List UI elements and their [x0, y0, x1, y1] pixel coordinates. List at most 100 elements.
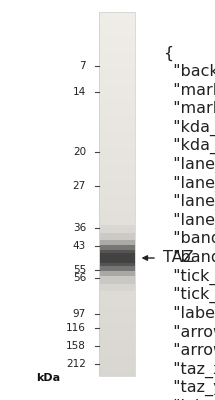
Bar — [99, 299, 135, 301]
Bar — [99, 314, 135, 315]
Text: 27: 27 — [73, 181, 86, 191]
Bar — [99, 346, 135, 348]
Bar — [100, 240, 135, 276]
Bar — [99, 339, 135, 341]
Bar — [99, 338, 135, 340]
Bar — [99, 238, 135, 240]
Bar — [99, 254, 135, 256]
Bar — [99, 157, 135, 159]
Bar — [99, 194, 135, 195]
Bar — [99, 264, 135, 266]
Bar — [99, 298, 135, 300]
Bar — [99, 277, 135, 279]
Bar — [99, 121, 135, 122]
Bar — [99, 94, 135, 96]
Bar — [99, 68, 135, 69]
Bar — [99, 96, 135, 98]
Bar — [99, 206, 135, 207]
Bar — [99, 46, 135, 47]
Bar — [99, 218, 135, 220]
Bar — [99, 209, 135, 211]
Bar — [99, 59, 135, 60]
Bar — [99, 262, 135, 263]
Text: 158: 158 — [66, 341, 86, 351]
Bar — [99, 251, 135, 252]
Bar — [99, 25, 135, 26]
Bar — [99, 270, 135, 272]
Bar — [99, 178, 135, 180]
Bar — [99, 174, 135, 176]
Bar — [99, 315, 135, 316]
Bar — [99, 28, 135, 30]
Bar — [99, 110, 135, 112]
Bar — [99, 222, 135, 223]
Bar — [99, 65, 135, 67]
Bar — [99, 286, 135, 288]
Bar — [99, 161, 135, 162]
Bar — [99, 333, 135, 335]
Bar — [99, 236, 135, 238]
Bar — [99, 150, 135, 152]
Bar — [99, 185, 135, 187]
Bar — [99, 54, 135, 56]
Bar — [99, 208, 135, 210]
Bar — [99, 27, 135, 29]
Bar — [99, 361, 135, 363]
Bar — [99, 260, 135, 262]
Bar — [99, 168, 135, 170]
Bar — [99, 166, 135, 167]
Bar — [99, 330, 135, 331]
Bar — [99, 84, 135, 86]
Bar — [99, 83, 135, 85]
Bar — [99, 318, 135, 320]
Bar — [99, 360, 135, 362]
Bar — [99, 214, 135, 216]
Bar — [99, 196, 135, 198]
Bar — [99, 170, 135, 172]
Bar — [99, 32, 135, 34]
Bar — [99, 152, 135, 154]
Bar — [99, 237, 135, 239]
Bar — [99, 56, 135, 58]
Bar — [99, 172, 135, 173]
Bar — [99, 87, 135, 88]
Bar — [99, 19, 135, 20]
Bar — [99, 327, 135, 329]
Bar — [99, 156, 135, 158]
Bar — [99, 320, 135, 322]
Bar — [99, 342, 135, 343]
Bar — [99, 76, 135, 78]
Bar — [99, 111, 135, 113]
Bar — [99, 368, 135, 370]
Bar — [99, 334, 135, 336]
Bar — [99, 242, 135, 244]
Bar — [99, 231, 135, 233]
Bar — [99, 275, 135, 276]
Bar — [99, 230, 135, 232]
Bar — [99, 61, 135, 63]
Bar — [99, 146, 135, 148]
Text: kDa: kDa — [36, 373, 60, 383]
Bar — [99, 247, 135, 249]
Bar — [99, 52, 135, 53]
Bar — [99, 232, 135, 234]
Bar — [99, 189, 135, 190]
Bar — [99, 104, 135, 106]
Bar — [99, 297, 135, 298]
Bar — [99, 20, 135, 22]
Bar — [99, 200, 135, 201]
Bar — [99, 167, 135, 168]
Bar — [99, 74, 135, 75]
Bar — [99, 78, 135, 80]
Bar — [99, 81, 135, 82]
Bar — [99, 179, 135, 181]
Bar — [99, 370, 135, 371]
Bar — [99, 269, 135, 270]
Bar — [99, 373, 135, 375]
Bar — [99, 328, 135, 330]
Bar — [99, 362, 135, 364]
Bar — [99, 303, 135, 304]
Bar — [99, 123, 135, 125]
Bar — [99, 219, 135, 221]
Bar — [99, 192, 135, 194]
